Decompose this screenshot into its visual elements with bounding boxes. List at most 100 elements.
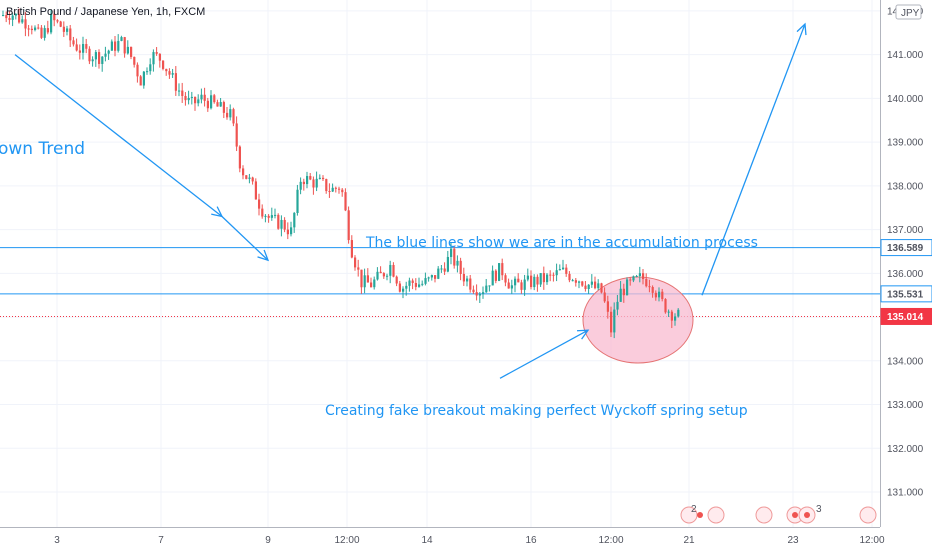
- candle-body: [110, 41, 113, 51]
- candle-body: [370, 282, 373, 288]
- candle-body: [398, 283, 401, 292]
- candle-body: [494, 270, 497, 281]
- symbol-title: British Pound / Japanese Yen, 1h, FXCM: [6, 6, 206, 18]
- candle-body: [414, 282, 417, 287]
- candle-body: [318, 177, 321, 179]
- candle-body: [443, 268, 446, 272]
- candle-body: [539, 273, 542, 285]
- candle-body: [555, 270, 558, 276]
- candle-body: [322, 177, 325, 180]
- candle-body: [581, 281, 584, 286]
- candle-body: [40, 27, 43, 38]
- candle-body: [104, 53, 107, 57]
- candle-body: [62, 26, 65, 32]
- candle-body: [325, 179, 328, 192]
- event-dot-icon: [697, 512, 703, 518]
- candle-body: [533, 276, 536, 288]
- candle-body: [491, 270, 494, 286]
- candle-body: [629, 279, 632, 281]
- candle-body: [347, 210, 350, 241]
- candle-body: [453, 248, 456, 266]
- y-tick-label: 133.000: [887, 400, 924, 411]
- candle-body: [498, 263, 501, 281]
- candle-body: [376, 271, 379, 280]
- candle-body: [450, 248, 453, 257]
- event-flag-icon[interactable]: [859, 506, 877, 524]
- candle-body: [523, 279, 526, 290]
- candle-body: [258, 199, 261, 209]
- candle-body: [312, 179, 315, 188]
- candle-body: [18, 13, 21, 23]
- candle-body: [213, 95, 216, 103]
- candle-body: [315, 178, 318, 188]
- candle-body: [69, 28, 72, 41]
- candle-body: [565, 267, 568, 274]
- candle-body: [427, 277, 430, 279]
- spring-setup-label: Creating fake breakout making perfect Wy…: [325, 403, 748, 419]
- candle-body: [46, 28, 49, 33]
- candle-body: [408, 280, 411, 286]
- candle-body: [392, 264, 395, 277]
- candle-body: [328, 191, 331, 193]
- currency-badge[interactable]: [895, 4, 922, 20]
- candle-body: [59, 21, 62, 27]
- arrow-head-icon: [796, 22, 807, 36]
- candle-body: [590, 281, 593, 285]
- event-markers[interactable]: 2 3: [680, 504, 877, 524]
- candle-body: [158, 53, 161, 61]
- candle-body: [616, 301, 619, 310]
- candle-body: [504, 275, 507, 283]
- x-tick-label: 12:00: [859, 535, 884, 546]
- candle-body: [610, 311, 613, 333]
- candle-body: [184, 95, 187, 101]
- candle-body: [290, 227, 293, 235]
- candle-body: [229, 109, 232, 118]
- candle-body: [238, 146, 241, 169]
- candle-body: [197, 99, 200, 104]
- candle-body: [536, 276, 539, 285]
- candle-body: [331, 187, 334, 192]
- candle-body: [379, 271, 382, 274]
- y-tick-label: 137.000: [887, 225, 924, 236]
- candle-body: [507, 282, 510, 289]
- candle-body: [37, 27, 40, 29]
- candle-body: [571, 280, 574, 282]
- candle-body: [34, 27, 37, 31]
- candle-body: [482, 292, 485, 294]
- candle-body: [597, 283, 600, 289]
- candle-body: [283, 219, 286, 230]
- candle-body: [373, 279, 376, 288]
- candle-body: [501, 263, 504, 276]
- candle-body: [248, 177, 251, 179]
- candle-body: [635, 276, 638, 278]
- candle-body: [510, 285, 513, 289]
- time-axis[interactable]: 3 7 9 12:00 14 16 12:00 21 23 12:00: [54, 535, 885, 546]
- candle-body: [568, 273, 571, 281]
- candle-body: [293, 212, 296, 228]
- candle-body: [366, 275, 369, 283]
- candle-body: [251, 177, 254, 182]
- candle-body: [82, 44, 85, 53]
- candle-body: [114, 41, 117, 51]
- candle-body: [472, 289, 475, 293]
- candle-body: [645, 279, 648, 287]
- trend-arrows: [14, 22, 807, 379]
- candle-body: [66, 28, 69, 32]
- candle-body: [530, 275, 533, 288]
- candle-body: [136, 64, 139, 77]
- candle-body: [194, 96, 197, 104]
- event-count-b: 3: [816, 504, 822, 515]
- candle-body: [24, 19, 27, 29]
- x-tick-label: 23: [787, 535, 799, 546]
- candle-body: [552, 274, 555, 276]
- candle-body: [434, 275, 437, 279]
- event-flag-icon[interactable]: [707, 506, 725, 524]
- candle-body: [466, 278, 469, 282]
- candle-body: [280, 219, 283, 229]
- candle-body: [226, 112, 229, 118]
- candle-body: [549, 274, 552, 276]
- event-flag-icon[interactable]: [755, 506, 773, 524]
- x-tick-label: 14: [421, 535, 433, 546]
- candle-body: [203, 94, 206, 101]
